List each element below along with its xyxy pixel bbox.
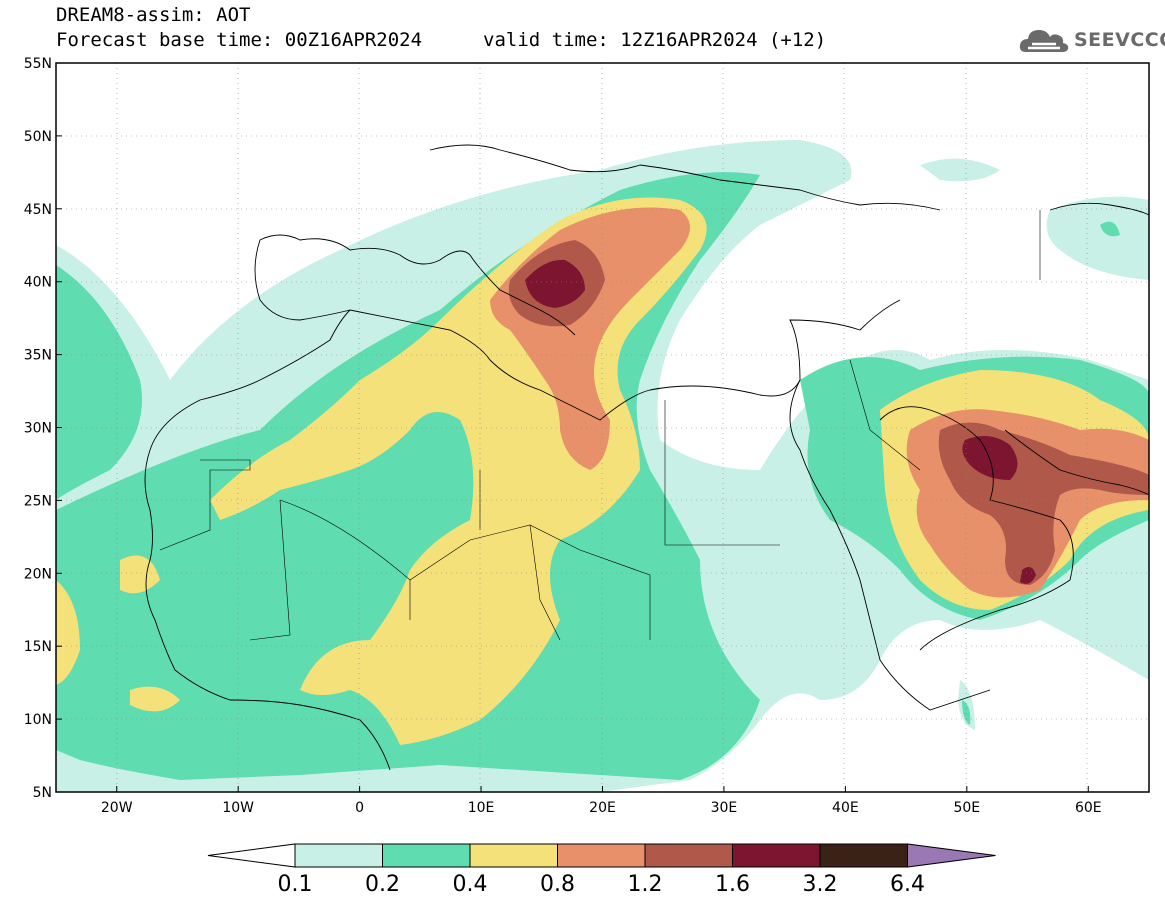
lat-label-45N: 45N xyxy=(24,202,52,218)
seevccc-logo: SEEVCCC xyxy=(1018,24,1165,58)
colorbar-label: 0.4 xyxy=(453,872,488,897)
lon-label-40E: 40E xyxy=(832,800,859,816)
lon-label-20W: 20W xyxy=(101,800,133,816)
colorbar-label: 1.2 xyxy=(628,872,663,897)
base-time-label: Forecast base time: 00Z16APR2024 xyxy=(56,29,423,51)
coastlines xyxy=(144,144,1149,771)
lat-label-10N: 10N xyxy=(24,712,52,728)
longitude-labels: 20W 10W 0 10E 20E 30E 40E 50E 60E xyxy=(101,786,1102,816)
map-title: DREAM8-assim: AOT xyxy=(56,4,251,26)
lon-label-60E: 60E xyxy=(1075,800,1102,816)
aot-fields xyxy=(56,140,1149,792)
colorbar-label: 3.2 xyxy=(803,872,838,897)
colorbar-swatch xyxy=(382,843,471,868)
lon-label-0: 0 xyxy=(355,800,364,816)
aot-level-1.6 xyxy=(525,259,1036,584)
logo-text: SEEVCCC xyxy=(1074,29,1165,51)
lat-label-5N: 5N xyxy=(33,785,52,801)
colorbar-swatch xyxy=(557,843,646,868)
latitude-labels: 55N 50N 45N 40N 35N 30N 25N 20N 15N 10N 5N xyxy=(24,56,62,801)
colorbar-swatch xyxy=(469,843,558,868)
lat-label-25N: 25N xyxy=(24,493,52,509)
colorbar-over-arrow xyxy=(907,843,996,868)
colorbar-label: 0.2 xyxy=(365,872,400,897)
colorbar-label: 0.1 xyxy=(278,872,313,897)
lon-label-10W: 10W xyxy=(222,800,254,816)
lon-label-20E: 20E xyxy=(589,800,616,816)
lat-label-50N: 50N xyxy=(24,129,52,145)
colorbar-label: 6.4 xyxy=(890,872,925,897)
lat-label-40N: 40N xyxy=(24,275,52,291)
colorbar-swatch xyxy=(644,843,733,868)
valid-time-label: valid time: 12Z16APR2024 (+12) xyxy=(483,29,827,51)
lat-label-15N: 15N xyxy=(24,639,52,655)
lat-label-35N: 35N xyxy=(24,348,52,364)
cloud-icon xyxy=(1019,30,1069,52)
colorbar-label: 1.6 xyxy=(715,872,750,897)
colorbar-swatch xyxy=(294,843,383,868)
colorbar-under-arrow xyxy=(207,843,296,868)
country-borders xyxy=(159,210,1041,641)
lon-label-30E: 30E xyxy=(711,800,738,816)
lat-label-20N: 20N xyxy=(24,566,52,582)
lon-label-50E: 50E xyxy=(953,800,980,816)
lat-label-30N: 30N xyxy=(24,421,52,437)
colorbar-swatch xyxy=(732,843,821,868)
lat-label-55N: 55N xyxy=(24,56,52,72)
colorbar-label: 0.8 xyxy=(540,872,575,897)
colorbar-swatch xyxy=(819,843,908,868)
colorbar: 0.1 0.2 0.4 0.8 1.2 1.6 3.2 6.4 xyxy=(207,843,996,897)
lon-label-10E: 10E xyxy=(468,800,495,816)
gridlines xyxy=(56,63,1149,792)
